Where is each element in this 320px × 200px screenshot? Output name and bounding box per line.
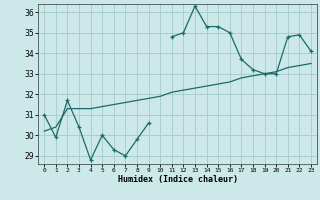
X-axis label: Humidex (Indice chaleur): Humidex (Indice chaleur) bbox=[118, 175, 238, 184]
